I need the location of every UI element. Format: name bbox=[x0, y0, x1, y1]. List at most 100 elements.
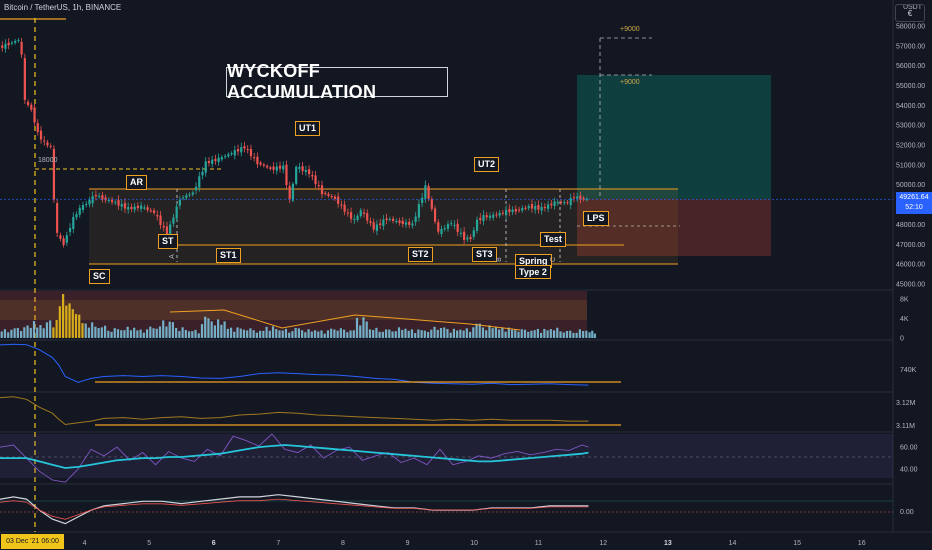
price-axis-tick-label: 48000.00 bbox=[896, 222, 925, 229]
candle-body bbox=[62, 238, 65, 245]
volume-bar bbox=[540, 332, 543, 338]
candle-body bbox=[540, 207, 543, 211]
volume-bar bbox=[591, 330, 594, 338]
candle-body bbox=[421, 197, 424, 204]
candle-body bbox=[172, 217, 175, 224]
volume-bar bbox=[504, 331, 507, 338]
volume-bar bbox=[65, 305, 68, 338]
volume-bar bbox=[304, 332, 307, 338]
candle-body bbox=[353, 219, 356, 221]
time-axis-tick-label: 14 bbox=[729, 540, 737, 547]
volume-bar bbox=[578, 329, 581, 338]
volume-bar bbox=[301, 330, 304, 338]
time-axis-tick-label: 12 bbox=[599, 540, 607, 547]
volume-bar bbox=[593, 333, 597, 338]
candle-body bbox=[459, 232, 462, 234]
volume-bar bbox=[136, 330, 139, 338]
candle-body bbox=[427, 185, 430, 199]
candle-body bbox=[343, 204, 346, 212]
volume-bar bbox=[501, 327, 504, 338]
candle-body bbox=[220, 157, 223, 160]
symbol-title[interactable]: Bitcoin / TetherUS, 1h, BINANCE bbox=[4, 3, 122, 12]
candle-body bbox=[401, 220, 404, 225]
volume-bar bbox=[346, 332, 349, 338]
candle-body bbox=[249, 148, 253, 157]
time-axis-tick-label: 7 bbox=[276, 540, 280, 547]
phase-label-c: C bbox=[550, 256, 558, 263]
candle-body bbox=[152, 210, 156, 213]
candle-body bbox=[379, 223, 382, 225]
candle-body bbox=[488, 215, 492, 218]
candle-body bbox=[314, 175, 317, 185]
candle-body bbox=[259, 162, 262, 165]
label-st: ST bbox=[158, 234, 178, 249]
volume-bar bbox=[178, 331, 181, 338]
volume-bar bbox=[533, 330, 536, 338]
price-axis-tick-label: 52000.00 bbox=[896, 143, 925, 150]
candle-body bbox=[320, 185, 324, 195]
candle-body bbox=[75, 214, 78, 218]
candle-body bbox=[143, 207, 146, 209]
time-axis-tick-label: 15 bbox=[793, 540, 801, 547]
currency-button[interactable]: € bbox=[895, 4, 925, 22]
candle-body bbox=[207, 161, 211, 164]
candle-body bbox=[123, 203, 127, 209]
volume-bar bbox=[585, 330, 588, 338]
candle-body bbox=[194, 186, 198, 191]
volume-bar bbox=[29, 327, 32, 338]
candle-body bbox=[191, 192, 194, 195]
candle-body bbox=[146, 207, 149, 211]
candle-body bbox=[78, 207, 81, 215]
candle-body bbox=[81, 205, 85, 210]
label-ut1: UT1 bbox=[295, 121, 321, 136]
volume-bar bbox=[39, 325, 42, 338]
volume-bar bbox=[530, 330, 533, 338]
volume-bar bbox=[485, 330, 488, 338]
candle-body bbox=[49, 145, 52, 147]
candle-body bbox=[285, 164, 288, 186]
candle-body bbox=[450, 223, 453, 225]
volume-bar bbox=[378, 331, 381, 338]
candle-body bbox=[505, 209, 508, 216]
candle-body bbox=[120, 204, 123, 207]
candle-body bbox=[65, 235, 68, 243]
candle-body bbox=[408, 221, 411, 225]
volume-bar bbox=[384, 329, 388, 338]
candle-body bbox=[282, 165, 285, 170]
volume-bar bbox=[126, 326, 129, 338]
volume-bar bbox=[226, 328, 229, 338]
volume-bar bbox=[275, 329, 278, 338]
volume-bar bbox=[307, 329, 310, 338]
volume-trend-line bbox=[169, 309, 521, 331]
candle-body bbox=[36, 123, 39, 133]
candle-body bbox=[188, 194, 191, 196]
time-axis-tick-label: 16 bbox=[858, 540, 866, 547]
volume-bar bbox=[336, 330, 339, 338]
time-axis-tick-label: 5 bbox=[147, 540, 151, 547]
volume-bar bbox=[116, 329, 120, 338]
candle-body bbox=[327, 193, 330, 196]
label-ar: AR bbox=[126, 175, 147, 190]
candle-body bbox=[463, 231, 466, 240]
phase-label-b: B bbox=[495, 257, 503, 262]
candle-body bbox=[317, 185, 320, 187]
volume-bar bbox=[456, 330, 459, 338]
volume-bar bbox=[310, 331, 313, 338]
candle-body bbox=[521, 208, 524, 211]
candle-body bbox=[498, 212, 501, 216]
volume-bar bbox=[330, 328, 333, 338]
volume-bar bbox=[200, 324, 204, 338]
volume-bar bbox=[94, 326, 97, 338]
volume-bar bbox=[284, 328, 288, 338]
volume-bar bbox=[359, 325, 362, 338]
volume-axis-tick-label: 8K bbox=[900, 296, 909, 303]
volume-bar bbox=[158, 326, 162, 338]
volume-bar bbox=[556, 327, 559, 338]
candle-body bbox=[433, 208, 437, 222]
time-axis-tick-label: 13 bbox=[664, 540, 672, 547]
candle-body bbox=[159, 215, 162, 225]
volume-bar bbox=[7, 332, 10, 338]
price-axis-tick-label: 47000.00 bbox=[896, 242, 925, 249]
candle-body bbox=[576, 196, 579, 199]
